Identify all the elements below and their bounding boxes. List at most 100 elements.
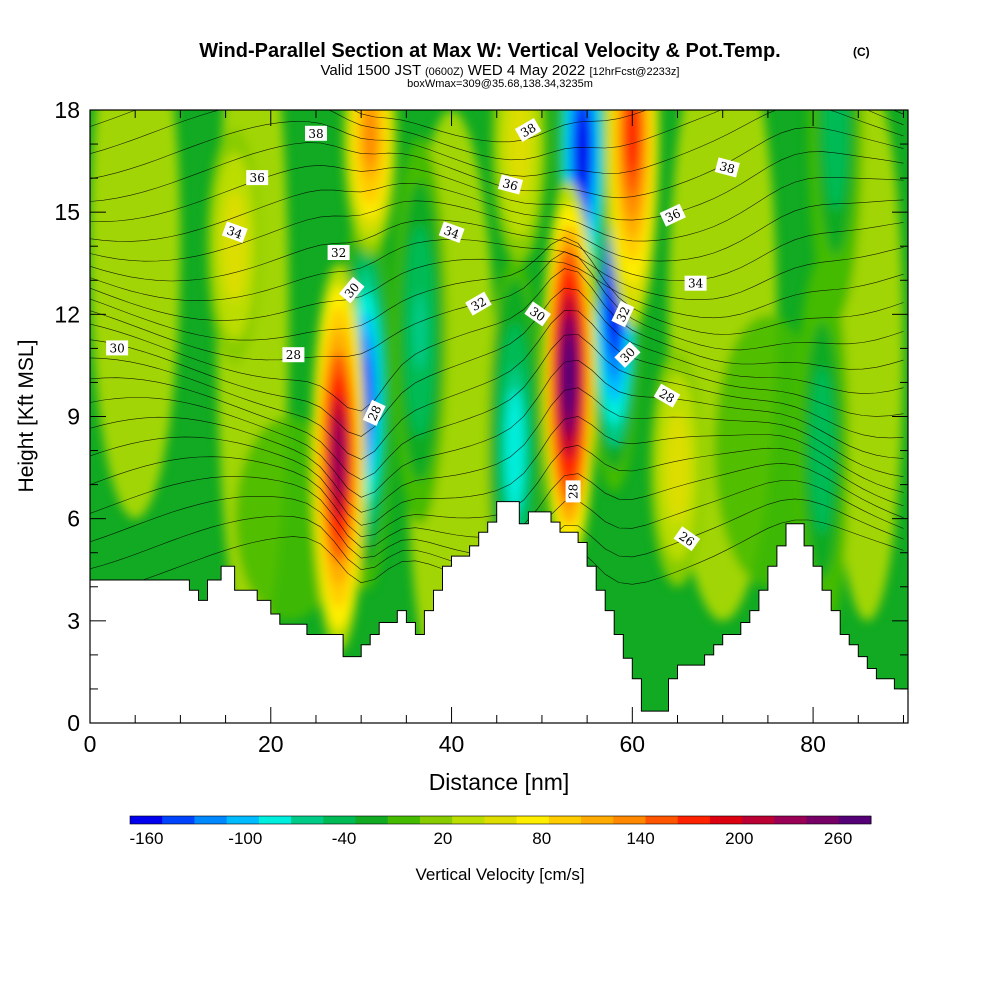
- theta-label-box: [653, 383, 681, 408]
- subtitle-date: WED 4 May 2022: [468, 62, 586, 79]
- theta-label-text: 30: [109, 341, 124, 355]
- colorbar-swatch: [452, 816, 485, 824]
- y-tick-label: 0: [67, 710, 80, 736]
- colorbar-swatch: [130, 816, 163, 824]
- colorbar-swatch: [291, 816, 324, 824]
- theta-label-box: [438, 221, 465, 243]
- theta-contour-label: 38: [714, 157, 740, 178]
- x-tick-label: 20: [258, 731, 284, 757]
- theta-contour-line: [90, 177, 904, 242]
- updraft-core: [670, 437, 685, 498]
- colorbar-swatch: [355, 816, 389, 824]
- subtitle-valid: Valid 1500 JST: [321, 62, 421, 79]
- theta-label-box: [106, 340, 129, 356]
- colorbar-swatch: [323, 816, 357, 824]
- subtitle-utc: (0600Z): [425, 66, 464, 78]
- colorbar-swatch: [581, 816, 614, 824]
- theta-label-text: 36: [501, 176, 519, 193]
- theta-label-text: 34: [688, 277, 704, 291]
- theta-contour-label: 30: [106, 340, 129, 356]
- colorbar-tick-label: 200: [725, 829, 753, 848]
- theta-label-box: [282, 347, 305, 363]
- theta-label-box: [338, 276, 365, 304]
- title-copyright-mark: (C): [853, 45, 870, 59]
- theta-contour-line: [90, 110, 904, 161]
- theta-contour-label: 32: [611, 300, 635, 328]
- colorbar: -160 -100 -40 20 80 140 200 260: [129, 815, 872, 848]
- y-tick-label: 3: [67, 608, 80, 634]
- colorbar-swatch: [162, 816, 195, 824]
- theta-contour-line: [90, 268, 904, 412]
- theta-contour-label: 34: [438, 221, 465, 243]
- velocity-field: [90, 110, 904, 723]
- theta-contour-label: 28: [653, 383, 681, 408]
- theta-contour-label: 36: [246, 170, 269, 186]
- y-tick-label: 9: [67, 404, 80, 430]
- theta-label-text: 32: [469, 294, 489, 314]
- theta-contour-line: [90, 258, 904, 321]
- colorbar-swatch: [613, 816, 646, 824]
- theta-label-text: 32: [331, 246, 346, 260]
- theta-label-box: [614, 341, 641, 368]
- theta-contour-line: [90, 126, 904, 202]
- theta-contour-label: 34: [221, 221, 248, 243]
- theta-label-box: [497, 174, 523, 195]
- theta-label-box: [565, 480, 581, 503]
- box-info: boxWmax=309@35.68,138.34,3235m: [407, 78, 593, 90]
- plot-area: [90, 110, 908, 723]
- theta-label-text: 28: [657, 386, 677, 406]
- theta-contour-line: [90, 239, 904, 302]
- colorbar-frame: [129, 815, 872, 825]
- x-tick-label: 40: [439, 731, 465, 757]
- y-tick-label: 15: [54, 199, 80, 225]
- theta-contour-label: 34: [684, 275, 707, 291]
- colorbar-label: Vertical Velocity [cm/s]: [415, 865, 584, 884]
- theta-label-box: [524, 301, 551, 327]
- downdraft-core: [413, 292, 427, 371]
- theta-label-box: [221, 221, 248, 243]
- colorbar-tick-label: -40: [332, 829, 357, 848]
- theta-contour-label: 38: [305, 125, 327, 141]
- theta-label-text: 34: [442, 223, 461, 242]
- theta-label-box: [659, 203, 686, 227]
- theta-label-box: [673, 526, 701, 552]
- updraft-core: [625, 110, 639, 173]
- colorbar-swatch: [677, 816, 711, 824]
- colorbar-tick-label: -100: [228, 829, 262, 848]
- y-tick-label: 6: [67, 506, 80, 532]
- theta-contour-line: [90, 310, 904, 460]
- theta-label-box: [305, 125, 327, 141]
- theta-contour-label: 32: [327, 245, 350, 260]
- colorbar-swatch: [645, 816, 679, 824]
- theta-label-text: 34: [225, 223, 244, 242]
- theta-label-box: [327, 245, 350, 260]
- x-tick-label: 80: [800, 731, 826, 757]
- theta-contour-label: 28: [282, 347, 305, 363]
- theta-contour-label: 28: [565, 480, 581, 503]
- downdraft-core: [576, 111, 590, 191]
- y-axis-label: Height [Kft MSL]: [15, 340, 38, 493]
- theta-label-text: 38: [308, 127, 323, 141]
- theta-contour-line: [90, 151, 904, 223]
- field-band: [713, 314, 823, 587]
- theta-label-text: 38: [718, 159, 736, 176]
- theta-label-box: [465, 291, 492, 316]
- theta-label-box: [611, 300, 635, 328]
- colorbar-swatch: [484, 816, 518, 824]
- theta-contour-line: [90, 334, 904, 481]
- colorbar-tick-label: 80: [532, 829, 551, 848]
- colorbar-swatch: [226, 816, 260, 824]
- theta-contour-label: 32: [465, 291, 492, 316]
- subtitle-forecast: [12hrFcst@2233z]: [589, 66, 679, 78]
- theta-label-box: [362, 399, 386, 427]
- theta-contour-line: [90, 287, 904, 437]
- downdraft-core: [508, 411, 522, 490]
- theta-label-box: [714, 157, 740, 178]
- theta-contour-line: [90, 110, 904, 143]
- colorbar-tick-label: 140: [626, 829, 654, 848]
- theta-contour-label: 36: [497, 174, 523, 195]
- colorbar-tick-label: -160: [129, 829, 163, 848]
